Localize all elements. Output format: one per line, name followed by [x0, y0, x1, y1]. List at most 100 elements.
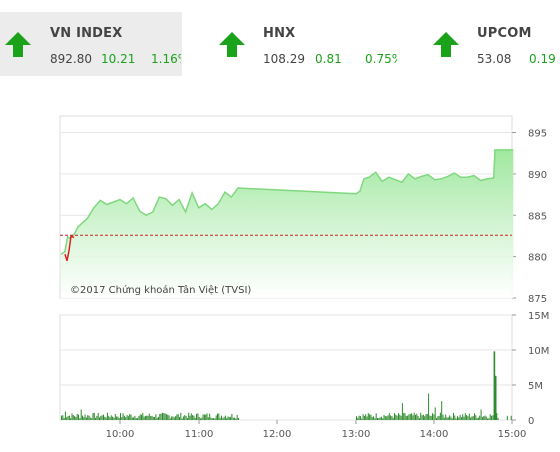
volume-bar	[358, 415, 360, 420]
volume-bar	[211, 418, 213, 420]
volume-bar	[359, 416, 361, 420]
volume-bar	[413, 412, 415, 420]
volume-y-tick-label: 10M	[528, 346, 549, 357]
volume-bar	[375, 413, 377, 420]
volume-bar	[409, 413, 411, 420]
index-name: HNX	[263, 26, 296, 41]
tab-hnx[interactable]: HNX 108.29 0.81 0.75%	[214, 12, 404, 76]
intraday-chart: 875 880 885 890 895 0 5M 10M 15M 10:00 11:00 12:00 1…	[59, 115, 549, 440]
volume-bar	[223, 416, 225, 420]
volume-bar	[387, 415, 389, 420]
volume-bar	[144, 416, 146, 420]
x-tick-label: 15:00	[498, 429, 527, 440]
volume-bar	[154, 417, 156, 420]
volume-bar	[148, 413, 150, 420]
price-area	[60, 149, 514, 298]
volume-bar	[384, 415, 386, 420]
index-value: 108.29	[263, 52, 305, 66]
volume-bar	[222, 418, 224, 420]
volume-bar	[143, 416, 145, 420]
volume-bar	[162, 412, 163, 420]
volume-bar	[235, 418, 237, 420]
volume-bar	[232, 417, 234, 420]
volume-bar	[158, 416, 159, 420]
volume-bar	[363, 415, 365, 420]
volume-bar	[215, 415, 217, 420]
price-y-tick-label: 885	[528, 211, 547, 222]
volume-bar	[434, 407, 436, 420]
volume-bar	[450, 416, 452, 420]
volume-bar	[408, 414, 410, 420]
volume-bar	[476, 418, 478, 420]
price-y-tick-label: 895	[528, 129, 547, 140]
volume-bar	[510, 415, 512, 420]
volume-bar	[147, 415, 149, 420]
volume-bar	[194, 417, 196, 420]
volume-bar	[227, 416, 229, 420]
volume-bar	[84, 414, 86, 420]
volume-bar	[217, 413, 218, 420]
volume-bar	[496, 413, 498, 420]
up-arrow-icon	[219, 32, 245, 57]
volume-bar	[197, 413, 199, 420]
volume-bar	[451, 418, 453, 420]
volume-bar	[415, 414, 416, 420]
volume-bar	[135, 418, 137, 420]
volume-bar	[453, 412, 454, 420]
volume-bar	[96, 415, 98, 420]
volume-bar	[470, 417, 472, 420]
volume-bar	[72, 415, 74, 420]
volume-bar	[399, 414, 401, 420]
volume-bar	[379, 417, 381, 420]
volume-bar	[412, 415, 414, 420]
volume-bar	[163, 413, 165, 420]
volume-bar	[445, 414, 447, 420]
x-tick-label: 13:00	[342, 429, 371, 440]
volume-bar	[219, 417, 221, 420]
volume-bar	[403, 412, 405, 420]
volume-bar	[123, 415, 125, 420]
x-tick-label: 12:00	[263, 429, 292, 440]
index-change: 0.81	[315, 52, 342, 66]
volume-bar	[125, 417, 127, 420]
volume-bar	[106, 412, 108, 420]
volume-bar	[133, 417, 135, 420]
volume-bar	[131, 417, 133, 420]
volume-bar	[109, 417, 111, 420]
tab-vn-index[interactable]: VN INDEX 892.80 10.21 1.16%	[0, 12, 182, 76]
up-arrow-icon	[433, 32, 459, 57]
volume-bar	[484, 415, 486, 420]
volume-bar	[122, 413, 124, 420]
volume-bar	[426, 413, 428, 420]
volume-bar	[428, 393, 430, 420]
volume-bar	[429, 415, 431, 420]
volume-bar	[88, 415, 90, 420]
volume-bar	[471, 416, 473, 420]
tab-upcom[interactable]: UPCOM 53.08 0.19	[428, 12, 560, 76]
volume-bar	[463, 416, 465, 420]
volume-bar	[113, 417, 115, 420]
volume-bar	[127, 416, 129, 420]
volume-bar	[442, 414, 444, 420]
volume-bar	[475, 415, 477, 420]
volume-bar	[459, 414, 461, 420]
volume-bar	[200, 418, 201, 420]
index-change: 0.19	[529, 52, 556, 66]
price-y-tick-label: 880	[528, 253, 547, 264]
volume-bar	[210, 417, 212, 420]
volume-bar	[117, 416, 119, 420]
volume-bar	[401, 403, 403, 420]
volume-bar	[75, 416, 77, 420]
volume-bar	[460, 417, 462, 420]
volume-bar	[479, 415, 481, 420]
index-name: VN INDEX	[50, 26, 123, 41]
volume-bar	[382, 418, 384, 420]
volume-panel-frame	[59, 314, 513, 421]
volume-bar	[167, 414, 169, 420]
volume-bar	[101, 415, 103, 420]
volume-bar	[489, 414, 491, 420]
volume-bar	[383, 415, 385, 420]
volume-bar	[108, 415, 110, 420]
volume-bar	[118, 418, 120, 420]
volume-bar	[66, 417, 68, 420]
